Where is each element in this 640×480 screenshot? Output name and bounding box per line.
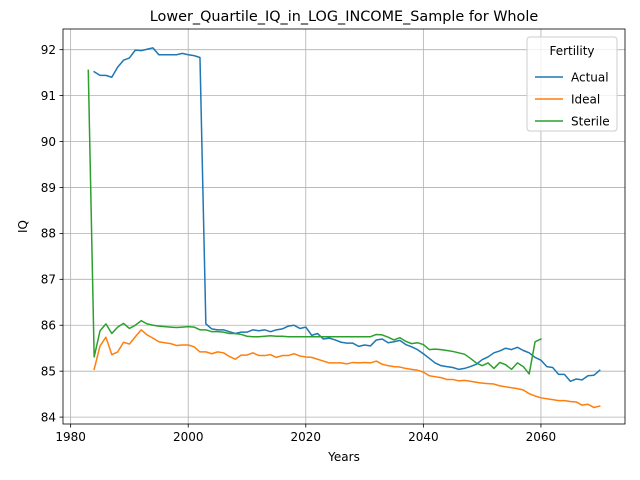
y-tick-label: 85 [41,364,56,378]
y-tick-label: 89 [41,181,56,195]
chart-title: Lower_Quartile_IQ_in_LOG_INCOME_Sample f… [150,9,539,25]
x-tick-label: 2060 [526,430,557,444]
legend-label-actual: Actual [571,70,609,84]
series-line-ideal [93,329,601,409]
x-tick-label: 2020 [291,430,322,444]
x-tick-label: 1980 [55,430,86,444]
y-tick-label: 87 [41,273,56,287]
series-group [87,47,601,409]
legend-box [526,36,618,132]
legend-label-sterile: Sterile [571,114,610,128]
series-line-actual [93,47,601,383]
y-tick-label: 84 [41,410,56,424]
x-axis-label: Years [327,450,360,464]
x-tick-label: 2000 [173,430,204,444]
legend-label-ideal: Ideal [571,92,600,106]
y-tick-label: 92 [41,43,56,57]
y-axis-label: IQ [16,220,30,233]
legend-items: Actual Ideal Sterile [535,70,610,128]
x-tick-label: 2040 [408,430,439,444]
y-tick-label: 90 [41,135,56,149]
y-tick-label: 88 [41,227,56,241]
y-tick-label: 86 [41,319,56,333]
y-tick-label: 91 [41,89,56,103]
plot-frame [62,28,626,425]
axis-ticks: 1980 2000 2020 2040 2060 84 85 86 87 88 89 90 91 92 [41,43,556,444]
legend-title: Fertility [549,44,594,58]
legend: Fertility Actual Ideal Sterile [526,36,618,132]
series-line-sterile [87,69,542,375]
